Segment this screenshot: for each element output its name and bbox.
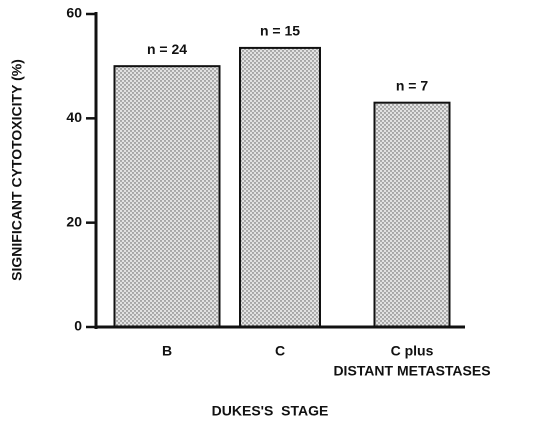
x-tick-label: C <box>275 343 285 359</box>
y-axis-label: SIGNIFICANT CYTOTOXICITY (%) <box>9 59 25 281</box>
y-tick-label: 0 <box>74 318 82 334</box>
bar-label: n = 24 <box>147 41 187 57</box>
bar <box>113 65 221 329</box>
y-tick-label: 40 <box>66 109 82 125</box>
bar <box>373 101 451 328</box>
x-axis-label: DUKES'S STAGE <box>212 403 329 419</box>
annotation: DISTANT METASTASES <box>333 363 490 379</box>
bar <box>239 46 321 329</box>
x-tick-label: C plus <box>391 343 434 359</box>
y-tick-label: 20 <box>66 213 82 229</box>
bar-label: n = 7 <box>396 77 429 93</box>
bar-label: n = 15 <box>260 23 300 39</box>
y-tick-label: 60 <box>66 5 82 21</box>
x-tick-label: B <box>162 343 172 359</box>
